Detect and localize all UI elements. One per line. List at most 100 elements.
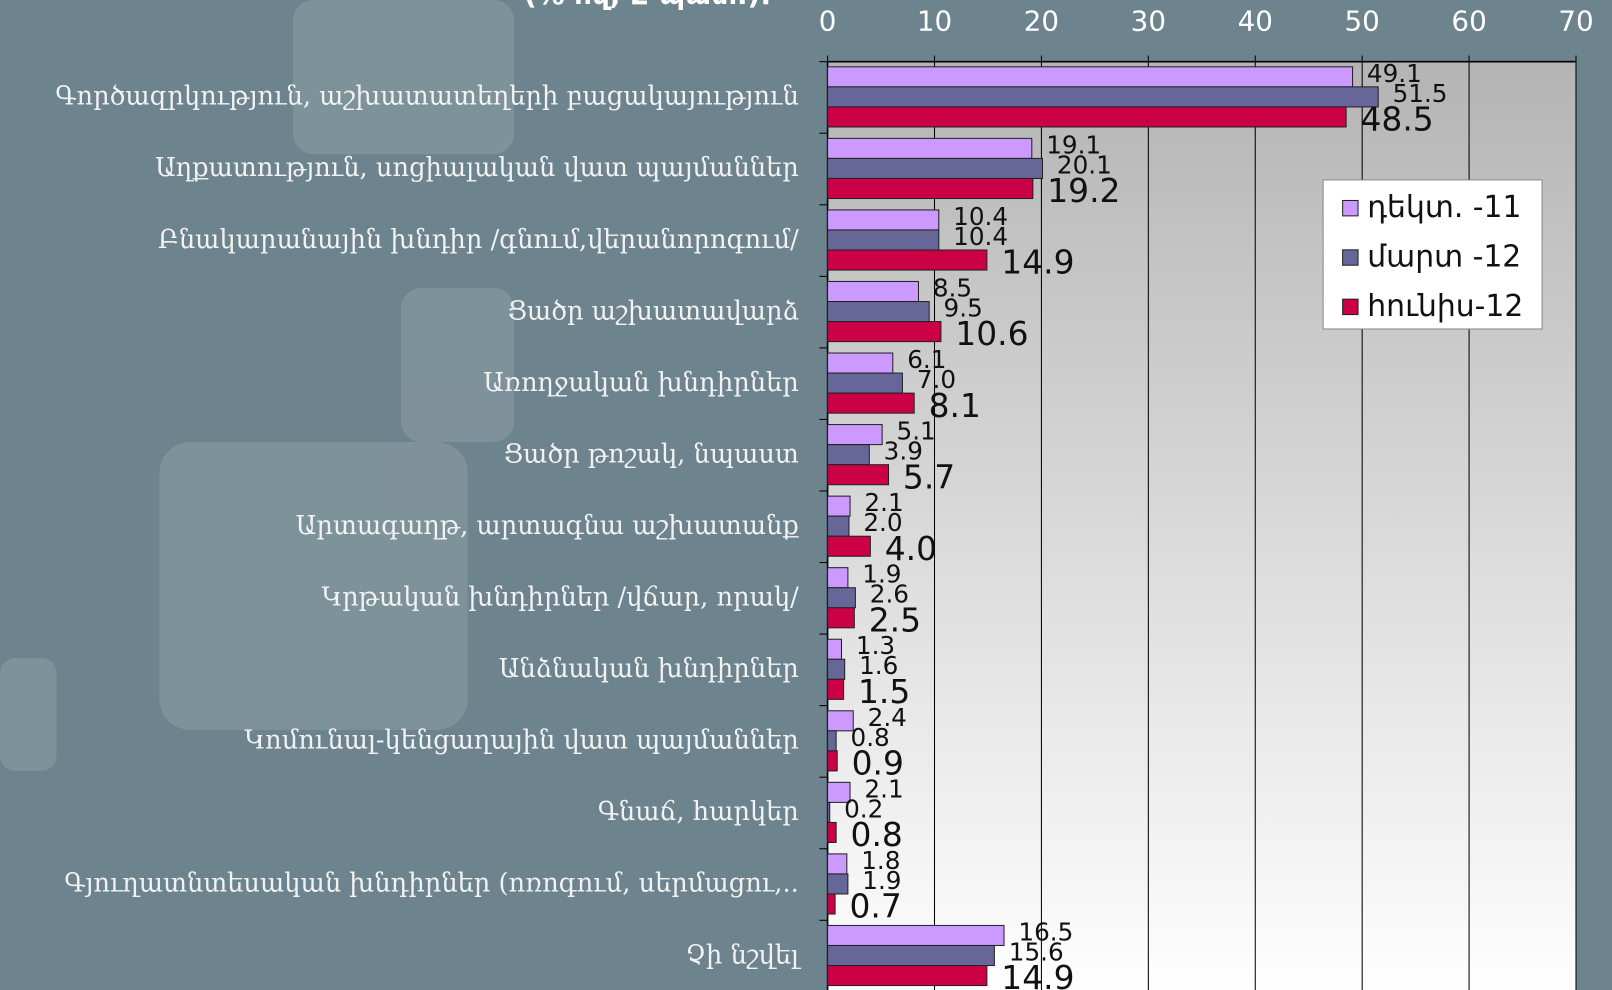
bar — [827, 321, 942, 343]
value-label: 51.5 — [1393, 79, 1448, 108]
category-label: Արտագաղթ, արտագնա աշխատանք — [296, 511, 800, 541]
category-label: Ցածր թոշակ, նպաստ — [504, 439, 799, 469]
legend-label: դեկտ. -11 — [1367, 190, 1521, 225]
value-label: 0.8 — [851, 723, 890, 752]
value-label: 1.8 — [861, 846, 900, 875]
bar — [827, 137, 1033, 159]
background-shapes — [0, 0, 515, 772]
category-label: Կրթական խնդիրներ /վճար, որակ/ — [321, 583, 799, 613]
bar — [827, 392, 915, 414]
x-tick-label: 20 — [1024, 5, 1059, 38]
value-label: 3.9 — [884, 437, 923, 466]
value-label: 6.1 — [907, 345, 946, 374]
value-label: 49.1 — [1367, 59, 1422, 88]
bar — [827, 515, 850, 537]
value-label: 1.9 — [862, 560, 901, 589]
value-label: 2.1 — [864, 488, 903, 517]
value-label: 7.0 — [917, 365, 956, 394]
category-label: Չի նշվել — [686, 940, 802, 970]
bar — [827, 678, 845, 700]
bar — [827, 607, 855, 629]
bar — [827, 424, 883, 446]
bar — [827, 873, 849, 895]
value-label: 14.9 — [1001, 958, 1074, 990]
bar — [827, 535, 871, 557]
value-label: 1.9 — [862, 866, 901, 895]
bar — [827, 464, 890, 486]
value-label: 0.2 — [844, 794, 883, 823]
legend-label: հունիս-12 — [1367, 289, 1523, 324]
value-label: 48.5 — [1361, 100, 1434, 139]
bar — [827, 444, 870, 466]
value-label: 20.1 — [1057, 150, 1112, 179]
bar — [827, 495, 851, 517]
x-tick-label: 60 — [1451, 5, 1486, 38]
bar — [827, 710, 854, 732]
bar — [827, 853, 848, 875]
value-label: 8.5 — [933, 273, 972, 302]
value-label: 14.9 — [1001, 243, 1074, 282]
bar — [827, 86, 1379, 108]
value-label: 2.5 — [869, 600, 921, 639]
x-tick-label: 40 — [1238, 5, 1273, 38]
category-label: Առողջական խնդիրներ — [483, 368, 799, 398]
category-label: Կոմունալ-կենցաղային վատ պայմաններ — [244, 726, 798, 756]
bar — [827, 587, 856, 609]
value-label: 1.5 — [858, 672, 910, 711]
bar — [827, 781, 851, 803]
category-label: Գյուղատնտեսական խնդիրներ (ոռոգում, սերմա… — [64, 869, 799, 899]
value-label: 15.6 — [1009, 937, 1064, 966]
x-tick-label: 50 — [1345, 5, 1380, 38]
value-label: 0.9 — [852, 744, 904, 783]
value-label: 4.0 — [885, 529, 937, 568]
category-label: Ցածր աշխատավարձ — [508, 296, 799, 326]
value-label: 10.4 — [953, 202, 1008, 231]
value-label: 8.1 — [929, 386, 981, 425]
value-label: 2.4 — [868, 703, 907, 732]
bar — [827, 301, 930, 323]
category-label: Անձնական խնդիրներ — [499, 654, 799, 684]
bar — [827, 352, 894, 374]
value-label: 9.5 — [944, 293, 983, 322]
category-label: Գործազրկություն, աշխատատեղերի բացակայութ… — [55, 82, 799, 112]
bar — [827, 249, 988, 271]
value-label: 0.7 — [849, 887, 901, 926]
x-tick-label: 10 — [917, 5, 952, 38]
chart-title: (% ով, 2 պատ.): — [524, 0, 771, 11]
value-label: 2.6 — [870, 580, 909, 609]
value-label: 16.5 — [1018, 917, 1073, 946]
value-label: 19.2 — [1047, 171, 1120, 210]
x-tick-label: 30 — [1131, 5, 1166, 38]
x-tick-label: 0 — [819, 5, 837, 38]
legend-swatch — [1342, 249, 1359, 266]
bar — [827, 944, 995, 967]
legend-swatch — [1342, 298, 1359, 316]
value-label: 5.7 — [903, 457, 955, 496]
bar — [827, 801, 831, 823]
legend-box — [1322, 179, 1543, 330]
bar — [827, 965, 988, 987]
bar — [827, 893, 836, 915]
value-label: 10.6 — [955, 314, 1028, 353]
value-label: 2.0 — [863, 508, 902, 537]
value-label: 2.1 — [864, 774, 903, 803]
value-label: 19.1 — [1046, 130, 1101, 159]
bar — [827, 229, 940, 251]
legend-swatch — [1342, 199, 1359, 217]
value-label: 10.4 — [953, 222, 1008, 251]
bar — [827, 924, 1005, 947]
bar — [827, 177, 1034, 200]
legend-label: մարտ -12 — [1367, 240, 1521, 275]
x-tick-label: 70 — [1558, 5, 1593, 38]
category-label: Բնակարանային խնդիր /գնում,վերանորոգում/ — [158, 225, 799, 255]
value-label: 0.8 — [851, 815, 903, 854]
bar — [827, 730, 837, 752]
value-label: 1.3 — [856, 631, 895, 660]
bar — [827, 372, 903, 394]
bar — [827, 638, 843, 660]
bar — [827, 66, 1354, 88]
bar — [827, 567, 849, 589]
bar — [827, 280, 919, 303]
legend: դեկտ. -11 մարտ -12 հունիս-12 — [1322, 179, 1543, 330]
